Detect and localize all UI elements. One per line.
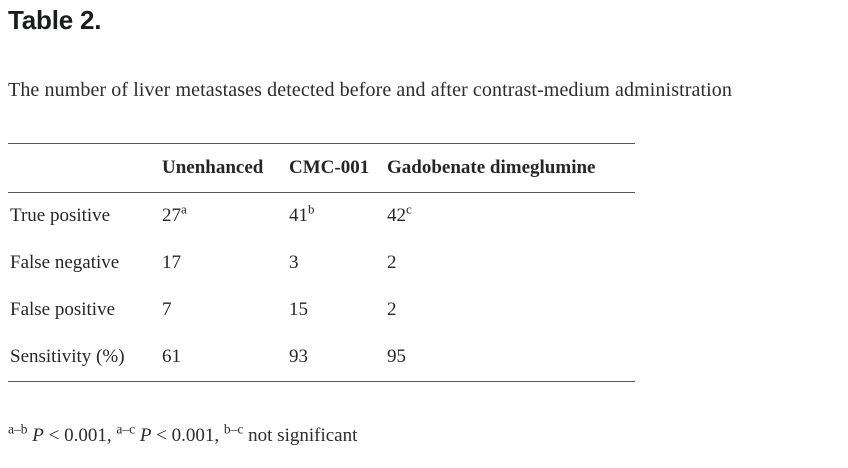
cell-value: 17: [160, 240, 287, 287]
row-label: Sensitivity (%): [10, 346, 125, 368]
cell-number: 3: [289, 252, 299, 274]
footnote: a–b P < 0.001, a–c P < 0.001, b–c not si…: [8, 421, 848, 449]
data-table: Unenhanced CMC-001 Gadobenate dimeglumin…: [8, 142, 635, 382]
cell-value: 41b: [287, 192, 385, 240]
cell-number: 7: [162, 299, 172, 321]
cell-value: 15: [287, 287, 385, 334]
cell-value: 95: [385, 334, 635, 382]
cell-number: 15: [289, 299, 308, 321]
table-row-sensitivity: Sensitivity (%) 61 93 95: [8, 334, 635, 382]
col-header-gadobenate-dimeglumine: Gadobenate dimeglumine: [387, 156, 596, 178]
footnote-sup-a-c: a–c: [116, 421, 136, 437]
cell-value: 2: [385, 287, 635, 334]
col-header-empty: [8, 143, 160, 192]
row-label: False positive: [10, 299, 116, 321]
col-header-unenhanced: Unenhanced: [162, 156, 264, 178]
table-header-row: Unenhanced CMC-001 Gadobenate dimeglumin…: [8, 143, 635, 193]
table-row-true-positive: True positive 27a 41b 42c: [8, 192, 635, 240]
cell-number: 61: [162, 346, 181, 368]
cell-value: 7: [160, 287, 287, 334]
cell-value: 93: [287, 334, 385, 382]
row-label: False negative: [10, 252, 120, 274]
cell-number: 41: [289, 205, 308, 227]
table-row-false-negative: False negative 17 3 2: [8, 240, 635, 287]
superscript-marker: a: [181, 202, 187, 218]
cell-number: 17: [162, 252, 181, 274]
cell-value: 27a: [160, 192, 287, 240]
footnote-p-value-italic: P: [32, 424, 44, 446]
footnote-sup-b-c: b–c: [223, 421, 244, 437]
col-header-cmc-001: CMC-001: [289, 156, 370, 178]
cell-number: 2: [387, 299, 397, 321]
superscript-marker: c: [406, 202, 412, 218]
footnote-p-value-italic: P: [139, 424, 152, 446]
footnote-sup-a-b: a–b: [8, 421, 28, 437]
table-caption: The number of liver metastases detected …: [8, 78, 732, 101]
row-label: True positive: [10, 205, 111, 227]
cell-number: 93: [289, 346, 308, 368]
cell-number: 2: [387, 252, 397, 274]
cell-number: 95: [387, 346, 406, 368]
footnote-p-value-text: < 0.001,: [156, 424, 220, 446]
cell-value: 2: [385, 240, 635, 287]
table-row-false-positive: False positive 7 15 2: [8, 287, 635, 334]
footnote-not-significant-text: not significant: [248, 424, 358, 446]
cell-number: 42: [387, 205, 406, 227]
superscript-marker: b: [308, 202, 315, 218]
table-title: Table 2.: [8, 5, 102, 35]
cell-value: 42c: [385, 192, 635, 240]
footnote-p-value-text: < 0.001,: [48, 424, 112, 446]
cell-number: 27: [162, 205, 181, 227]
cell-value: 61: [160, 334, 287, 382]
cell-value: 3: [287, 240, 385, 287]
